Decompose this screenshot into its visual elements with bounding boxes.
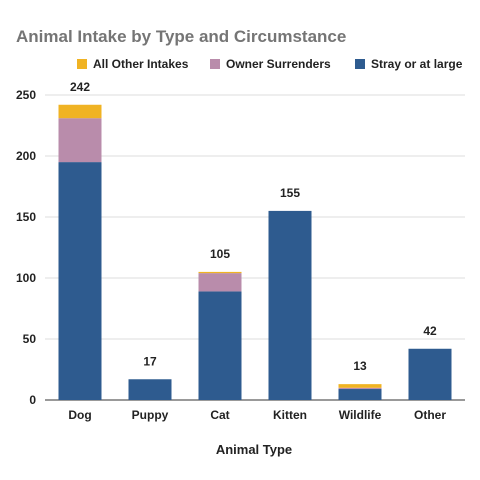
legend: All Other Intakes Owner Surrenders Stray o… <box>77 57 463 71</box>
bar-segment <box>58 104 102 119</box>
y-tick-label: 200 <box>16 149 36 163</box>
x-axis-ticks: Dog Puppy Cat Kitten Wildlife Other <box>68 408 446 422</box>
legend-swatch <box>210 59 220 69</box>
bar-segment <box>58 162 102 400</box>
bar-segment <box>128 379 172 400</box>
bars <box>58 104 452 400</box>
y-tick-label: 150 <box>16 210 36 224</box>
legend-label: Stray or at large <box>371 57 463 71</box>
bar-total-label: 42 <box>423 324 437 338</box>
bar-segment <box>408 348 452 400</box>
y-tick-label: 100 <box>16 271 36 285</box>
y-tick-label: 250 <box>16 88 36 102</box>
bar-segment <box>198 273 242 292</box>
x-tick-label: Cat <box>210 408 229 422</box>
bar-segment <box>268 210 312 400</box>
x-tick-label: Puppy <box>132 408 169 422</box>
bar-total-label: 17 <box>143 354 157 368</box>
y-tick-label: 0 <box>29 393 36 407</box>
legend-label: Owner Surrenders <box>226 57 331 71</box>
bar-segment <box>338 387 382 390</box>
bar-segment <box>58 118 102 163</box>
x-tick-label: Other <box>414 408 446 422</box>
x-tick-label: Kitten <box>273 408 307 422</box>
chart-title: Animal Intake by Type and Circumstance <box>16 27 346 46</box>
bar-segment <box>338 389 382 400</box>
bar-totals: 242 17 105 155 13 42 <box>70 80 437 373</box>
bar-total-label: 155 <box>280 186 300 200</box>
x-tick-label: Dog <box>68 408 91 422</box>
bar-segment <box>338 384 382 388</box>
y-axis-ticks: 0 50 100 150 200 250 <box>16 88 36 407</box>
x-tick-label: Wildlife <box>339 408 382 422</box>
legend-swatch <box>355 59 365 69</box>
y-tick-label: 50 <box>23 332 37 346</box>
legend-label: All Other Intakes <box>93 57 189 71</box>
x-axis-title: Animal Type <box>216 442 292 457</box>
bar-segment <box>198 271 242 274</box>
bar-total-label: 242 <box>70 80 90 94</box>
bar-segment <box>198 291 242 400</box>
bar-total-label: 105 <box>210 247 230 261</box>
gridlines <box>45 94 465 401</box>
bar-total-label: 13 <box>353 359 367 373</box>
legend-swatch <box>77 59 87 69</box>
